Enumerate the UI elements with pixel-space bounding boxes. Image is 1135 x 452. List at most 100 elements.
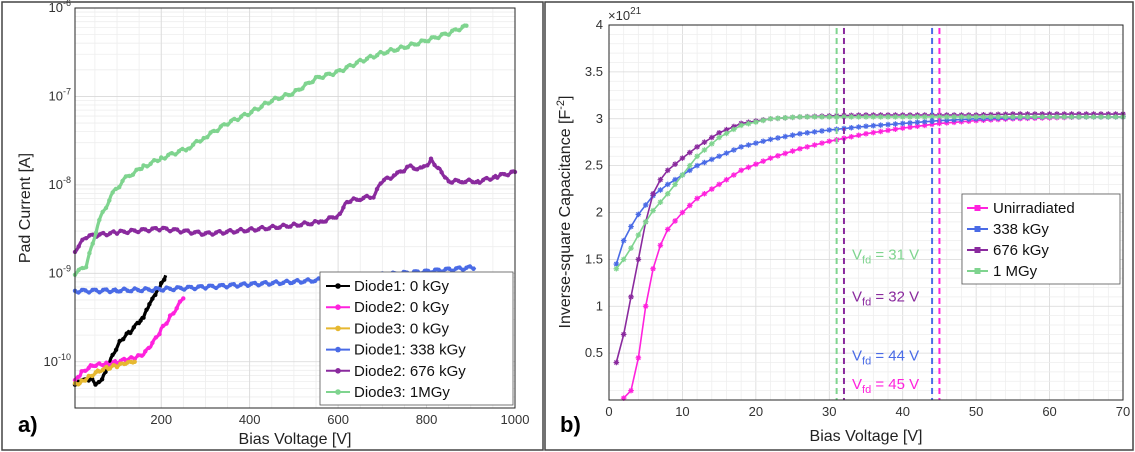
- data-point: [129, 359, 134, 365]
- data-point: [86, 290, 92, 295]
- data-point: [121, 286, 127, 291]
- data-point: [320, 75, 325, 81]
- y-tick-label: 10-10: [44, 352, 71, 369]
- data-point: [348, 199, 353, 204]
- data-point: [709, 134, 715, 141]
- data-point: [679, 209, 686, 216]
- data-point: [249, 109, 254, 115]
- data-point: [731, 126, 737, 133]
- data-point: [745, 142, 752, 148]
- data-point: [157, 286, 162, 292]
- data-point: [657, 187, 664, 193]
- vfd-label-value: = 44 V: [871, 348, 919, 365]
- y-tick-label: 10-7: [49, 86, 71, 103]
- x-tick-label: 200: [150, 412, 172, 427]
- data-point: [505, 173, 511, 178]
- data-point: [83, 368, 88, 373]
- panel-a-grid: [75, 7, 516, 409]
- data-point: [620, 395, 627, 401]
- data-point: [716, 134, 722, 141]
- data-point: [203, 231, 208, 236]
- data-point: [701, 159, 708, 166]
- data-point: [302, 220, 307, 225]
- data-point: [371, 55, 376, 60]
- data-point: [943, 117, 950, 124]
- panel-b-scale-exp: 21: [630, 6, 642, 17]
- data-point: [368, 195, 373, 200]
- data-point: [491, 175, 496, 180]
- data-point: [76, 290, 81, 295]
- data-point: [259, 104, 264, 109]
- data-point: [374, 186, 380, 192]
- data-point: [114, 231, 120, 236]
- series-a-4: [72, 156, 518, 255]
- data-point: [484, 175, 489, 181]
- data-point: [347, 62, 353, 68]
- data-point: [162, 277, 167, 282]
- data-point: [464, 265, 469, 270]
- data-point: [152, 158, 157, 163]
- data-point: [175, 227, 180, 232]
- data-point: [129, 355, 134, 360]
- x-tick-label: 60: [1042, 404, 1056, 419]
- y-tick-base: 10: [44, 354, 58, 369]
- data-point: [263, 227, 268, 232]
- data-point: [235, 117, 240, 123]
- data-point: [745, 120, 752, 127]
- data-point: [114, 364, 120, 370]
- data-point: [446, 266, 452, 271]
- y-tick-label: 3.5: [585, 64, 603, 79]
- data-point: [635, 232, 642, 238]
- data-point: [125, 230, 130, 236]
- data-point: [242, 111, 247, 117]
- data-point: [1090, 111, 1097, 117]
- data-point: [215, 128, 220, 134]
- data-point: [171, 311, 176, 316]
- data-point: [899, 114, 906, 120]
- data-point: [266, 226, 272, 231]
- data-point: [245, 228, 251, 233]
- data-point: [899, 120, 906, 127]
- data-point: [679, 172, 686, 178]
- data-point: [100, 287, 106, 293]
- data-point: [797, 130, 803, 137]
- data-point: [1032, 111, 1038, 117]
- data-point: [90, 363, 95, 368]
- data-point: [100, 209, 105, 215]
- data-point: [804, 144, 811, 150]
- data-point: [245, 112, 251, 118]
- data-point: [907, 124, 913, 130]
- legend-label: Unirradiated: [993, 200, 1075, 217]
- data-point: [421, 164, 427, 169]
- data-point: [153, 226, 159, 231]
- data-point: [439, 170, 444, 175]
- data-point: [907, 114, 913, 120]
- data-point: [1054, 114, 1060, 120]
- data-point: [870, 129, 877, 136]
- data-point: [701, 139, 708, 145]
- data-point: [694, 195, 700, 202]
- data-point: [628, 223, 634, 230]
- data-point: [1002, 114, 1009, 120]
- data-point: [295, 278, 300, 283]
- data-point: [826, 127, 833, 133]
- data-point: [99, 377, 105, 382]
- data-point: [709, 156, 715, 163]
- data-point: [767, 115, 774, 122]
- x-tick-label: 0: [605, 404, 612, 419]
- data-point: [411, 166, 416, 171]
- y-tick-exp: -7: [63, 86, 71, 96]
- data-point: [203, 286, 208, 291]
- data-point: [224, 229, 229, 235]
- data-point: [457, 265, 462, 270]
- data-point: [127, 173, 132, 179]
- data-point: [863, 130, 869, 137]
- data-point: [135, 320, 140, 326]
- legend-marker: [335, 283, 341, 289]
- data-point: [110, 352, 115, 358]
- data-point: [269, 98, 274, 104]
- data-point: [143, 227, 148, 232]
- data-point: [83, 265, 89, 270]
- data-point: [136, 353, 141, 358]
- data-point: [155, 158, 160, 164]
